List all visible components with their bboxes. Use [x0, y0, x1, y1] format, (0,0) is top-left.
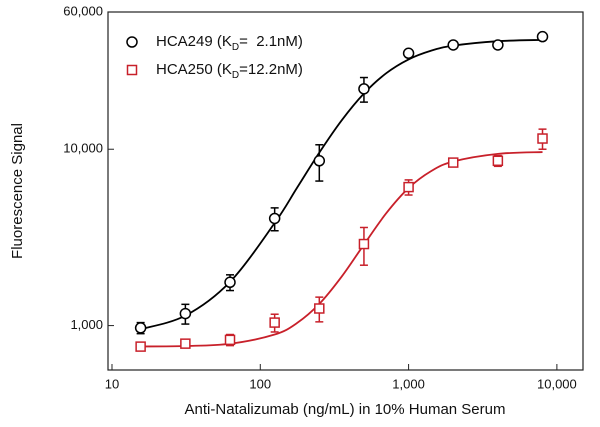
marker [447, 157, 459, 168]
marker [268, 212, 281, 225]
marker [179, 307, 192, 320]
marker [537, 133, 548, 144]
marker [313, 155, 326, 167]
marker [492, 39, 504, 51]
marker [134, 322, 147, 334]
legend-label: HCA249 (KD= 2.1nM) [156, 33, 303, 53]
x-tick-label: 10,000 [537, 376, 577, 391]
y-axis-title: Fluorescence Signal [9, 123, 26, 259]
x-tick-label: 1,000 [392, 376, 425, 391]
marker [402, 47, 415, 60]
legend-marker [126, 64, 138, 76]
marker [358, 238, 370, 250]
legend-text: D [232, 70, 239, 81]
x-axis-title: Anti-Natalizumab (ng/mL) in 10% Human Se… [185, 401, 506, 418]
marker [224, 276, 236, 289]
marker [314, 303, 325, 314]
marker [536, 30, 549, 43]
y-tick-label: 60,000 [63, 3, 103, 18]
marker [135, 341, 146, 352]
legend-text: = 2.1nM) [239, 33, 303, 50]
plot-frame [107, 11, 584, 371]
marker [447, 39, 459, 51]
marker [492, 155, 504, 167]
marker [269, 317, 280, 328]
legend-text: =12.2nM) [239, 61, 303, 78]
x-tick-label: 10 [105, 376, 119, 391]
legend-text: HCA250 (K [156, 61, 232, 78]
marker [224, 334, 236, 346]
y-tick-label: 10,000 [63, 141, 103, 156]
legend-text: D [232, 42, 239, 53]
marker [358, 83, 370, 95]
legend-text: HCA249 (K [156, 33, 232, 50]
legend-marker [126, 36, 138, 48]
marker [403, 181, 414, 193]
legend-label: HCA250 (KD=12.2nM) [156, 61, 303, 81]
y-tick-label: 1,000 [70, 317, 103, 332]
x-tick-label: 100 [249, 376, 271, 391]
marker [180, 338, 191, 349]
